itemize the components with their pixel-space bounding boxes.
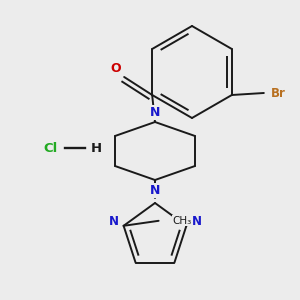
Text: N: N bbox=[191, 215, 201, 228]
Text: O: O bbox=[111, 62, 122, 76]
Text: N: N bbox=[150, 106, 160, 118]
Text: H: H bbox=[90, 142, 102, 154]
Text: CH₃: CH₃ bbox=[172, 216, 192, 226]
Text: N: N bbox=[109, 215, 118, 228]
Text: Br: Br bbox=[270, 86, 285, 100]
Text: N: N bbox=[150, 184, 160, 196]
Text: Cl: Cl bbox=[43, 142, 57, 154]
